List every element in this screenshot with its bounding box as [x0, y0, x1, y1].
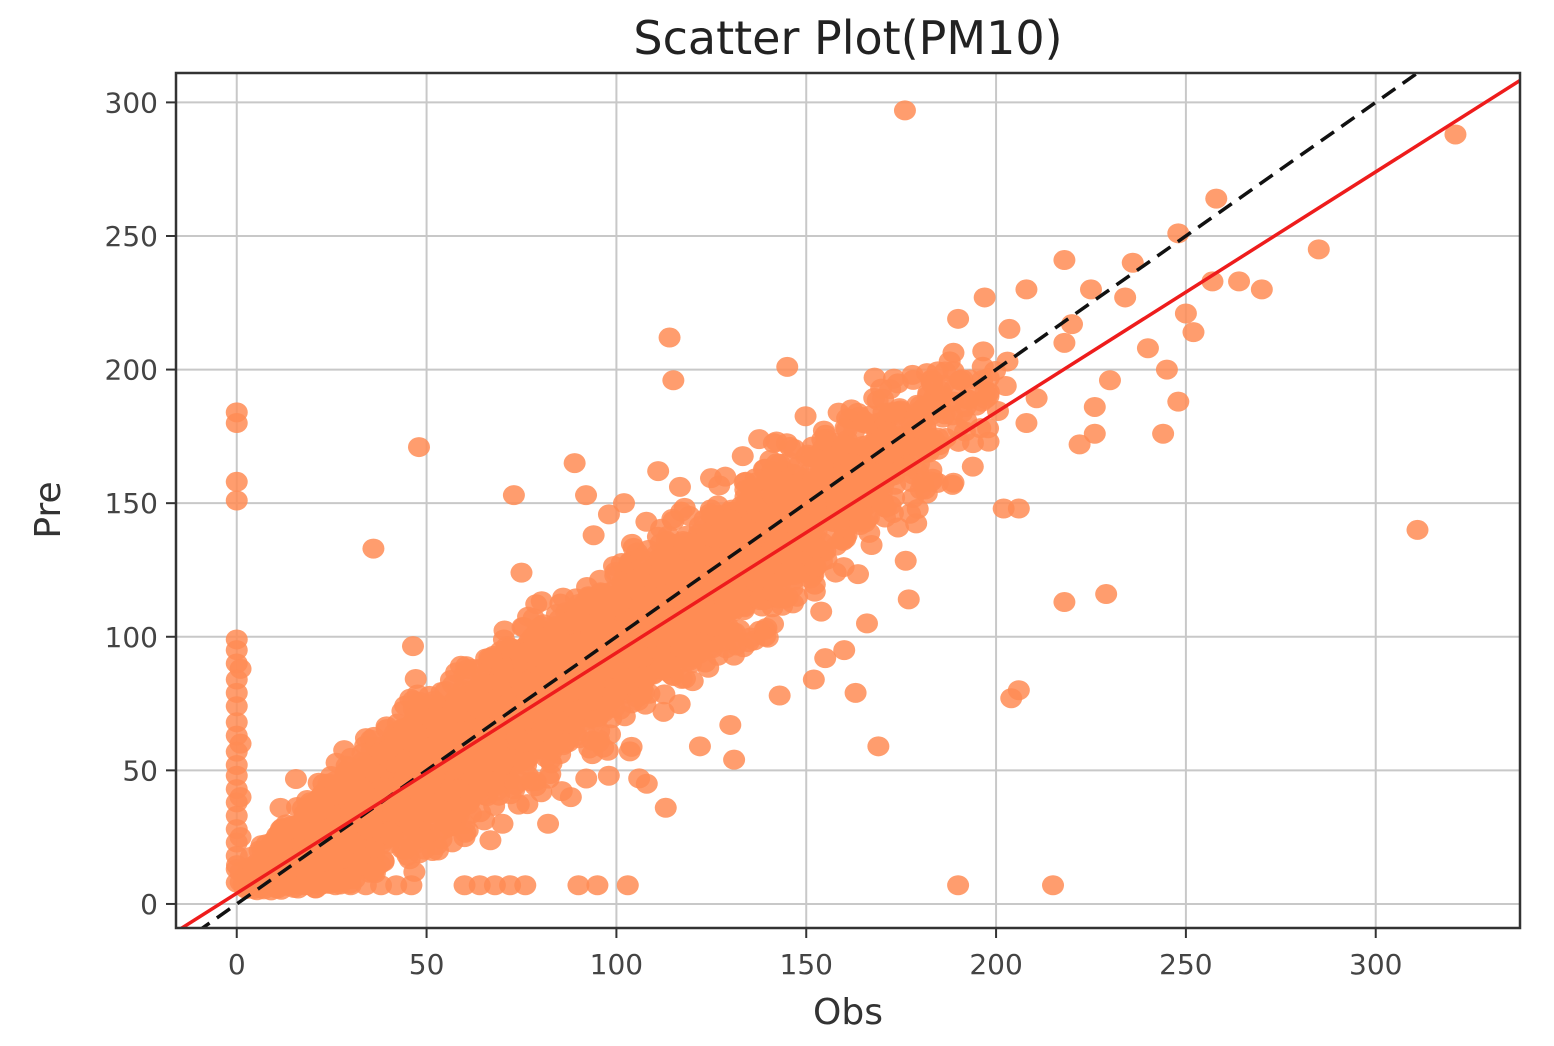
- scatter-point: [487, 785, 510, 806]
- scatter-point: [599, 724, 622, 745]
- scatter-point: [827, 402, 850, 423]
- scatter-point: [958, 369, 981, 390]
- scatter-point: [824, 562, 847, 583]
- scatter-point: [804, 556, 827, 577]
- scatter-point: [483, 716, 506, 737]
- scatter-point: [810, 601, 833, 622]
- scatter-point: [886, 517, 909, 538]
- scatter-point: [847, 564, 870, 585]
- scatter-point: [567, 700, 590, 721]
- grid-lines: [176, 73, 1520, 928]
- scatter-point: [668, 694, 691, 715]
- scatter-point: [777, 545, 800, 566]
- scatter-point: [811, 429, 834, 450]
- scatter-point: [541, 718, 564, 739]
- scatter-point: [905, 513, 928, 534]
- scatter-point: [765, 431, 788, 452]
- scatter-point: [530, 591, 553, 612]
- scatter-point: [942, 342, 965, 363]
- scatter-point: [507, 794, 530, 815]
- scatter-point: [722, 629, 745, 650]
- scatter-point: [977, 418, 1000, 439]
- scatter-point: [782, 570, 805, 591]
- scatter-point: [429, 801, 452, 822]
- scatter-point: [751, 567, 774, 588]
- scatter-point: [705, 607, 728, 628]
- scatter-point: [662, 510, 685, 531]
- scatter-point: [972, 341, 995, 362]
- scatter-point: [698, 546, 721, 567]
- scatter-point: [1025, 388, 1048, 409]
- scatter-point: [839, 481, 862, 502]
- scatter-point: [911, 472, 934, 493]
- scatter-point: [994, 376, 1017, 397]
- scatter-point: [726, 582, 749, 603]
- scatter-point: [402, 636, 425, 657]
- scatter-point: [575, 768, 598, 789]
- scatter-point: [544, 662, 567, 683]
- scatter-point: [450, 721, 473, 742]
- scatter-point: [806, 538, 829, 559]
- scatter-point: [269, 797, 292, 818]
- scatter-point: [857, 507, 880, 528]
- scatter-point: [549, 593, 572, 614]
- scatter-point: [858, 522, 881, 543]
- scatter-point: [479, 830, 502, 851]
- scatter-point: [399, 688, 422, 709]
- scatter-point: [641, 587, 664, 608]
- scatter-point: [584, 709, 607, 730]
- scatter-point: [403, 826, 426, 847]
- scatter-point: [961, 456, 984, 477]
- scatter-point: [599, 618, 622, 639]
- scatter-point: [284, 768, 307, 789]
- scatter-point: [490, 755, 513, 776]
- scatter-point: [977, 367, 1000, 388]
- scatter-point: [618, 741, 641, 762]
- scatter-point: [754, 626, 777, 647]
- scatter-point: [652, 701, 675, 722]
- scatter-point: [874, 461, 897, 482]
- scatter-point: [406, 802, 429, 823]
- scatter-point: [668, 574, 691, 595]
- scatter-point: [739, 477, 762, 498]
- scatter-point: [571, 670, 594, 691]
- scatter-point: [668, 476, 691, 497]
- scatter-point: [914, 442, 937, 463]
- scatter-point: [638, 683, 661, 704]
- scatter-point: [694, 652, 717, 673]
- scatter-point: [934, 361, 957, 382]
- scatter-point: [748, 429, 771, 450]
- scatter-point: [517, 765, 540, 786]
- scatter-point: [605, 659, 628, 680]
- scatter-point: [468, 775, 491, 796]
- scatter-point: [921, 374, 944, 395]
- scatter-point: [404, 668, 427, 689]
- scatter-point: [894, 550, 917, 571]
- scatter-point: [673, 668, 696, 689]
- scatter-point: [714, 466, 737, 487]
- scatter-point: [794, 406, 817, 427]
- scatter-point: [677, 646, 700, 667]
- scatter-point: [902, 487, 925, 508]
- scatter-point: [765, 453, 788, 474]
- scatter-point: [506, 726, 529, 747]
- scatter-point: [530, 782, 553, 803]
- scatter-point: [597, 504, 620, 525]
- scatter-point: [381, 826, 404, 847]
- scatter-point: [623, 607, 646, 628]
- scatter-point: [803, 574, 826, 595]
- scatter-point: [660, 657, 683, 678]
- scatter-point: [333, 740, 356, 761]
- scatter-point: [998, 318, 1021, 339]
- scatter-point: [355, 819, 378, 840]
- scatter-point: [552, 735, 575, 756]
- chart-title: Scatter Plot(PM10): [633, 11, 1062, 65]
- scatter-point: [533, 641, 556, 662]
- scatter-point: [473, 810, 496, 831]
- scatter-point: [512, 672, 535, 693]
- scatter-point: [731, 446, 754, 467]
